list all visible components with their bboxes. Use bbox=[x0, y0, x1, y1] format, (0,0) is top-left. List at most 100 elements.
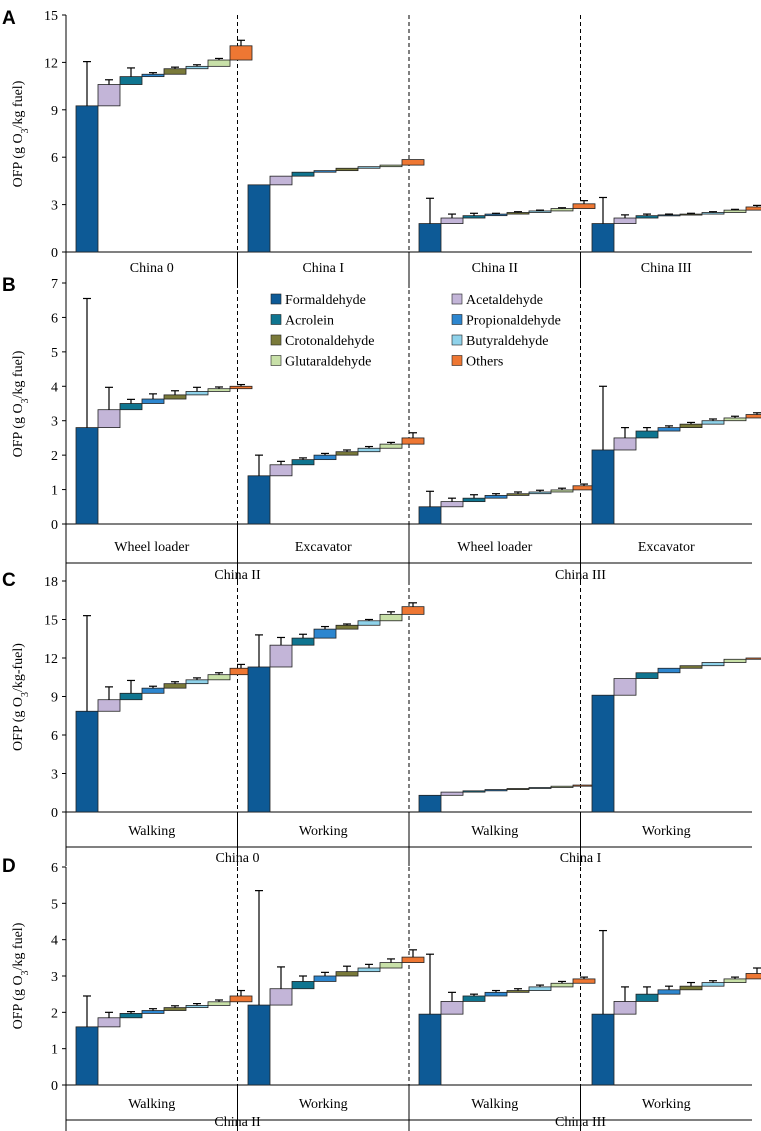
y-tick-label: 3 bbox=[51, 970, 58, 985]
outer-group-label: China III bbox=[555, 1115, 606, 1130]
bar-crotonaldehyde bbox=[163, 394, 187, 400]
y-tick-label: 4 bbox=[51, 380, 58, 395]
bar-propionaldehyde bbox=[657, 427, 681, 432]
bar-acrolein bbox=[462, 790, 486, 793]
bar-glutaraldehyde bbox=[550, 982, 574, 988]
group-excavator: Excavator bbox=[591, 385, 761, 555]
bar-formaldehyde bbox=[591, 449, 615, 525]
bar-formaldehyde bbox=[591, 694, 615, 813]
y-tick-label: 6 bbox=[51, 861, 58, 876]
bar-formaldehyde bbox=[75, 105, 99, 253]
bar-crotonaldehyde bbox=[506, 788, 530, 790]
legend-swatch bbox=[270, 293, 282, 305]
bar-propionaldehyde bbox=[484, 213, 508, 217]
bar-formaldehyde bbox=[247, 1004, 271, 1086]
bar-butyraldehyde bbox=[528, 787, 552, 789]
legend: Formaldehyde Acetaldehyde Acrolein Propiona… bbox=[270, 293, 561, 370]
category-label: Working bbox=[642, 824, 691, 839]
bar-glutaraldehyde bbox=[550, 489, 574, 493]
bar-glutaraldehyde bbox=[379, 164, 403, 168]
bar-acrolein bbox=[291, 171, 315, 177]
y-tick-label: 18 bbox=[44, 575, 58, 590]
legend-swatch bbox=[451, 334, 463, 346]
bar-crotonaldehyde bbox=[679, 423, 703, 428]
group-china-iii: China III bbox=[591, 196, 761, 276]
y-tick-label: 15 bbox=[44, 9, 58, 24]
legend-item-acetaldehyde: Acetaldehyde bbox=[451, 293, 543, 308]
y-tick-label: 4 bbox=[51, 934, 58, 949]
bar-crotonaldehyde bbox=[335, 624, 359, 630]
bar-formaldehyde bbox=[247, 666, 271, 813]
bar-glutaraldehyde bbox=[379, 613, 403, 622]
bar-butyraldehyde bbox=[528, 491, 552, 495]
group-wheel-loader: Wheel loader bbox=[418, 483, 596, 555]
legend-label: Formaldehyde bbox=[285, 293, 366, 308]
bar-propionaldehyde bbox=[141, 687, 165, 694]
bar-glutaraldehyde bbox=[723, 978, 747, 983]
group-china-i: China I bbox=[247, 159, 425, 276]
legend-item-glutaraldehyde: Glutaraldehyde bbox=[270, 355, 371, 370]
panel-letter: A bbox=[2, 8, 16, 29]
bar-others bbox=[572, 978, 596, 984]
bar-butyraldehyde bbox=[701, 662, 725, 667]
bar-formaldehyde bbox=[591, 1013, 615, 1086]
category-label: China I bbox=[302, 261, 344, 276]
legend-label: Acetaldehyde bbox=[466, 293, 543, 308]
bar-acrolein bbox=[119, 76, 143, 85]
bar-acetaldehyde bbox=[97, 699, 121, 712]
bar-butyraldehyde bbox=[185, 1005, 209, 1009]
bar-crotonaldehyde bbox=[163, 68, 187, 75]
bar-acetaldehyde bbox=[613, 1001, 637, 1015]
y-tick-label: 6 bbox=[51, 151, 58, 166]
y-tick-label: 5 bbox=[51, 897, 58, 912]
bar-crotonaldehyde bbox=[679, 985, 703, 991]
bar-acetaldehyde bbox=[613, 217, 637, 224]
bar-others bbox=[401, 159, 425, 166]
bar-crotonaldehyde bbox=[506, 990, 530, 993]
group-walking: Walking bbox=[418, 953, 596, 1112]
bar-crotonaldehyde bbox=[335, 167, 359, 172]
bar-acetaldehyde bbox=[97, 84, 121, 107]
legend-swatch bbox=[451, 293, 463, 305]
group-wheel-loader: Wheel loader bbox=[75, 297, 253, 555]
bar-acrolein bbox=[291, 459, 315, 466]
bar-formaldehyde bbox=[418, 223, 442, 253]
panel-letter: B bbox=[2, 275, 16, 296]
bar-crotonaldehyde bbox=[679, 213, 703, 216]
outer-group-label: China II bbox=[214, 1115, 261, 1130]
bar-butyraldehyde bbox=[185, 65, 209, 70]
bar-butyraldehyde bbox=[528, 986, 552, 991]
bar-acrolein bbox=[635, 672, 659, 679]
bar-acrolein bbox=[119, 692, 143, 701]
bar-formaldehyde bbox=[418, 506, 442, 525]
bar-acetaldehyde bbox=[440, 1001, 464, 1015]
y-axis-title: OFP (g O3/kg fuel) bbox=[11, 922, 31, 1029]
category-label: China II bbox=[472, 261, 519, 276]
y-tick-label: 12 bbox=[44, 652, 58, 667]
legend-label: Butyraldehyde bbox=[466, 334, 548, 349]
bar-formaldehyde bbox=[75, 427, 99, 525]
bar-acetaldehyde bbox=[440, 791, 464, 796]
bar-glutaraldehyde bbox=[550, 208, 574, 212]
bar-crotonaldehyde bbox=[506, 493, 530, 496]
bar-glutaraldehyde bbox=[379, 962, 403, 969]
bar-butyraldehyde bbox=[185, 679, 209, 685]
group-working: Working bbox=[591, 657, 761, 839]
bar-butyraldehyde bbox=[701, 982, 725, 987]
bar-acetaldehyde bbox=[269, 644, 293, 668]
y-tick-label: 0 bbox=[51, 806, 58, 821]
bar-acrolein bbox=[635, 430, 659, 439]
outer-group-label: China I bbox=[560, 851, 602, 866]
bar-butyraldehyde bbox=[185, 391, 209, 396]
group-working: Working bbox=[591, 929, 761, 1112]
bar-glutaraldehyde bbox=[207, 674, 231, 681]
y-axis-title: OFP (g O3/kg-fuel) bbox=[11, 643, 31, 751]
bar-crotonaldehyde bbox=[163, 1007, 187, 1011]
category-label: China III bbox=[641, 261, 692, 276]
bar-glutaraldehyde bbox=[207, 59, 231, 67]
bar-others bbox=[229, 995, 253, 1003]
bar-butyraldehyde bbox=[701, 420, 725, 425]
bar-formaldehyde bbox=[418, 1013, 442, 1086]
bar-acetaldehyde bbox=[613, 437, 637, 451]
group-walking: Walking bbox=[75, 989, 253, 1112]
